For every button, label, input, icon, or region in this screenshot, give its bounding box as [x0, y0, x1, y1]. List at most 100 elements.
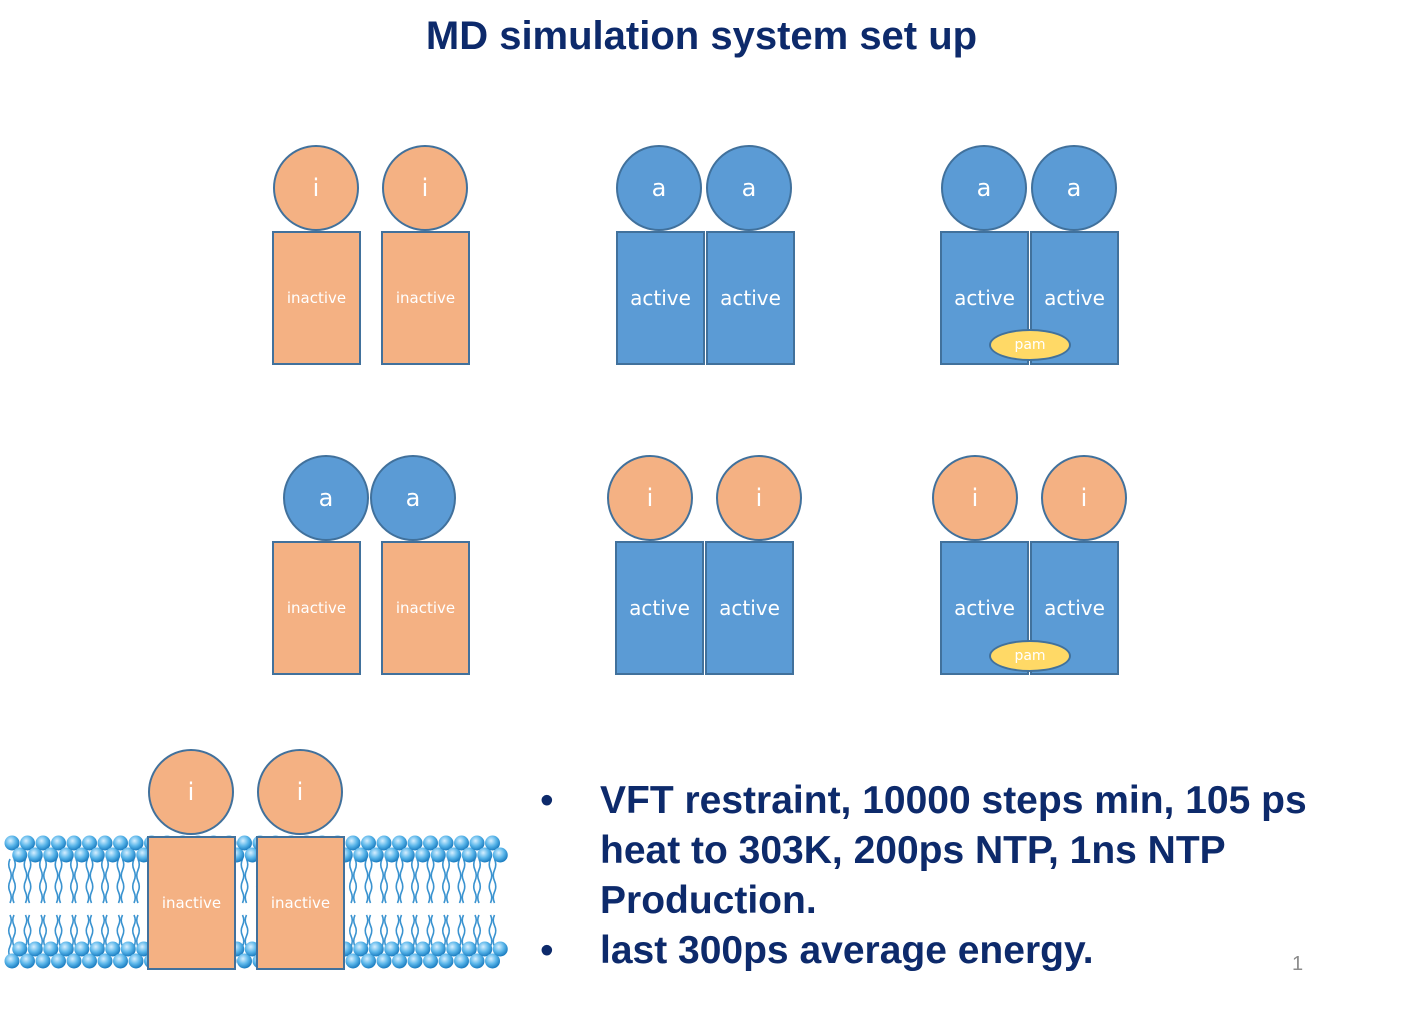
lipid-head	[461, 847, 477, 863]
lipid-tail	[38, 858, 44, 904]
lipid-head	[120, 941, 136, 957]
lipid-head	[353, 847, 369, 863]
lipid-head	[492, 941, 508, 957]
lipid-head	[51, 953, 66, 969]
lipid-head	[407, 835, 423, 851]
lipid-head	[82, 835, 97, 851]
lipid-head	[51, 835, 66, 851]
lipid-head	[74, 847, 90, 863]
lipid-head	[485, 953, 500, 969]
lipid-tail	[27, 858, 32, 904]
lipid-head	[97, 953, 113, 969]
lipid-tail	[244, 858, 249, 904]
lipid-head	[454, 953, 469, 969]
bullet-text: last 300ps average energy.	[600, 929, 1094, 972]
lipid-head	[113, 835, 128, 851]
lipid-head	[345, 835, 361, 851]
lipid-head	[120, 847, 136, 863]
lipid-head	[399, 941, 415, 957]
lipid-tail	[54, 858, 59, 904]
lipid-tail	[426, 858, 431, 904]
lipid-head	[477, 941, 493, 957]
lipid-head	[43, 847, 59, 863]
lipid-head	[368, 847, 384, 863]
lipid-head	[430, 847, 446, 863]
lipid-head	[469, 953, 485, 969]
lipid-tail	[89, 858, 94, 904]
lipid-head	[97, 835, 113, 851]
lipid-tail	[69, 858, 75, 904]
lipid-head	[384, 941, 400, 957]
tm-domain-right: active	[705, 541, 794, 675]
lipid-head	[423, 835, 438, 851]
lipid-head	[430, 941, 446, 957]
lipid-tail	[352, 858, 358, 904]
tm-domain-left: inactive	[272, 231, 361, 365]
lipid-tail	[383, 858, 389, 904]
tm-domain-left: inactive	[147, 836, 236, 970]
lipid-tail	[7, 858, 13, 904]
lipid-head	[66, 835, 82, 851]
lipid-tail	[73, 858, 79, 904]
lipid-head	[128, 953, 144, 969]
page-number: 1	[1292, 953, 1304, 975]
lipid-tail	[488, 858, 493, 904]
vft-head-right: i	[257, 749, 343, 835]
lipid-tail	[348, 858, 354, 904]
lipid-head	[392, 835, 407, 851]
lipid-head	[237, 953, 252, 969]
lipid-head	[66, 953, 82, 969]
bullet-item: • VFT restraint, 10000 steps min, 105 ps…	[540, 776, 1370, 926]
lipid-head	[485, 835, 500, 851]
lipid-tail	[395, 858, 400, 904]
lipid-head	[4, 835, 20, 851]
lipid-tail	[410, 858, 416, 904]
tm-domain-right: inactive	[256, 836, 345, 970]
pam-ligand: pam	[989, 640, 1071, 672]
vft-head-left: i	[607, 455, 693, 541]
lipid-head	[128, 835, 144, 851]
lipid-head	[461, 941, 477, 957]
bullet-dot: •	[540, 779, 554, 822]
lipid-tail	[457, 858, 462, 904]
lipid-head	[12, 941, 28, 957]
lipid-head	[407, 953, 423, 969]
vft-head-left: a	[941, 145, 1027, 231]
bullet-dot: •	[540, 929, 554, 972]
lipid-head	[415, 847, 431, 863]
lipid-head	[399, 847, 415, 863]
vft-head-left: i	[932, 455, 1018, 541]
lipid-head	[376, 835, 392, 851]
vft-head-left: a	[616, 145, 702, 231]
lipid-head	[35, 835, 51, 851]
vft-head-left: i	[148, 749, 234, 835]
vft-head-right: i	[716, 455, 802, 541]
vft-head-right: i	[382, 145, 468, 231]
lipid-head	[415, 941, 431, 957]
lipid-head	[446, 847, 462, 863]
lipid-head	[376, 953, 392, 969]
lipid-tail	[445, 858, 451, 904]
lipid-head	[423, 953, 438, 969]
lipid-tail	[7, 914, 13, 958]
lipid-tail	[42, 858, 48, 904]
lipid-tail	[120, 858, 125, 904]
lipid-head	[27, 847, 43, 863]
lipid-tail	[104, 858, 110, 904]
lipid-tail	[131, 858, 137, 904]
lipid-tail	[368, 858, 373, 904]
lipid-tail	[240, 858, 245, 904]
lipid-head	[89, 847, 105, 863]
protocol-bullet-list: • VFT restraint, 10000 steps min, 105 ps…	[540, 776, 1370, 976]
bullet-text: VFT restraint, 10000 steps min, 105 ps h…	[600, 779, 1307, 922]
lipid-tail	[414, 858, 420, 904]
vft-head-right: i	[1041, 455, 1127, 541]
lipid-tail	[472, 858, 478, 904]
lipid-tail	[492, 858, 497, 904]
lipid-head	[27, 941, 43, 957]
lipid-head	[345, 953, 361, 969]
lipid-head	[237, 835, 252, 851]
lipid-bilayer-illustration	[4, 835, 508, 969]
lipid-head	[58, 847, 74, 863]
lipid-head	[454, 835, 469, 851]
